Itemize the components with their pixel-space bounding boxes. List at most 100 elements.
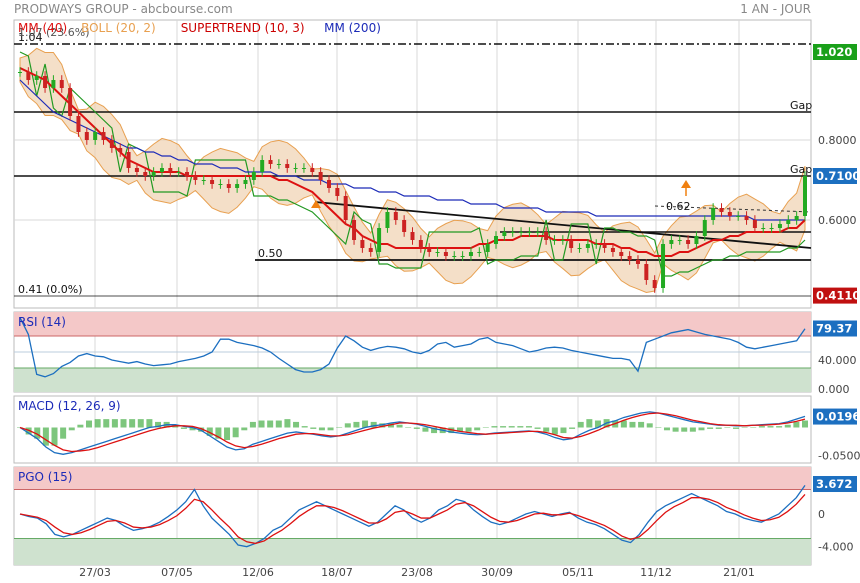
supertrend-line — [19, 51, 806, 277]
candle-body — [368, 248, 373, 252]
macd-histogram-bar — [586, 419, 593, 428]
candle-body — [443, 252, 448, 256]
chart-period[interactable]: 1 AN - JOUR — [740, 2, 811, 16]
candle-body — [377, 228, 382, 252]
candle-body — [101, 132, 106, 140]
candle-body — [43, 76, 48, 88]
candle-body — [627, 256, 632, 260]
candle-body — [134, 168, 139, 172]
candle-body — [803, 176, 807, 216]
candle-body — [193, 176, 198, 180]
rsi-overbought-zone — [14, 312, 811, 336]
macd-signal-line — [19, 412, 806, 453]
candle-body — [268, 160, 273, 164]
macd-histogram-bar — [767, 426, 774, 428]
x-tick-label: 18/07 — [321, 566, 353, 579]
x-tick-label: 05/11 — [562, 566, 594, 579]
macd-histogram-bar — [155, 421, 162, 428]
candle-body — [468, 252, 473, 256]
rsi-label: RSI (14) — [18, 315, 66, 329]
candle-body — [544, 232, 549, 240]
rsi-oversold-zone — [14, 368, 811, 392]
candle-body — [460, 256, 465, 257]
macd-histogram-bar — [793, 421, 800, 428]
candle-body — [777, 224, 782, 228]
macd-histogram-bar — [310, 427, 317, 429]
candle-body — [76, 116, 81, 132]
macd-histogram-bar — [370, 421, 377, 428]
candle-body — [26, 72, 31, 80]
macd-histogram-bar — [224, 427, 231, 441]
pgo-value: 3.672 — [816, 477, 852, 491]
mm200-line — [19, 79, 805, 221]
candle-body — [168, 168, 173, 172]
candle-body — [176, 172, 181, 173]
candle-body — [652, 280, 657, 288]
candle-body — [335, 188, 340, 196]
pgo-line — [19, 485, 806, 548]
macd-histogram-bar — [327, 427, 334, 431]
macd-histogram-bar — [353, 421, 360, 428]
candle-body — [293, 168, 298, 169]
candle-body — [109, 140, 114, 148]
x-tick-label: 07/05 — [161, 566, 193, 579]
x-tick-label: 21/01 — [723, 566, 755, 579]
macd-histogram-bar — [362, 420, 369, 428]
price-box — [813, 44, 857, 60]
macd-histogram-bar — [94, 419, 101, 428]
candle-body — [794, 216, 799, 220]
candle-body — [285, 164, 290, 168]
rsi-value-box — [813, 320, 857, 337]
macd-histogram-bar — [802, 420, 808, 428]
macd-histogram-bar — [129, 419, 136, 428]
macd-histogram-bar — [758, 426, 765, 428]
candle-body — [410, 232, 415, 240]
macd-value: 0.0196 — [816, 410, 860, 424]
macd-histogram-bar — [638, 421, 645, 428]
macd-histogram-bar — [275, 420, 282, 428]
macd-histogram-bar — [215, 427, 222, 439]
candle-body — [702, 220, 707, 236]
candle-body — [310, 168, 315, 172]
macd-histogram-bar — [646, 423, 653, 428]
macd-histogram-bar — [482, 427, 489, 428]
candle-body — [610, 248, 615, 252]
candle-body — [235, 184, 240, 188]
macd-histogram-bar — [379, 423, 386, 428]
macd-histogram-bar — [689, 427, 696, 432]
macd-histogram-bar — [500, 426, 507, 428]
candle-body — [218, 184, 223, 185]
y-tick-label: 0.000 — [818, 383, 850, 396]
level-label: Gap — [790, 163, 812, 176]
macd-label: MACD (12, 26, 9) — [18, 399, 121, 413]
x-tick-label: 27/03 — [79, 566, 111, 579]
candle-body — [510, 232, 515, 233]
pgo-overbought-zone — [14, 467, 811, 490]
candle-body — [143, 172, 148, 176]
macd-histogram-bar — [206, 427, 213, 436]
candle-body — [318, 172, 323, 180]
legend-entry: BOLL (20, 2) — [81, 21, 156, 35]
macd-histogram-bar — [465, 427, 472, 432]
macd-histogram-bar — [413, 427, 420, 429]
arrow-up-icon — [681, 180, 691, 188]
macd-histogram-bar — [663, 427, 670, 431]
macd-histogram-bar — [301, 426, 308, 428]
price-box-label: 1.020 — [816, 45, 852, 59]
macd-histogram-bar — [60, 427, 67, 439]
candle-body — [118, 148, 123, 152]
x-tick-label: 11/12 — [640, 566, 672, 579]
candle-body — [669, 240, 674, 244]
level-label: 0.50 — [258, 247, 283, 260]
legend-entry: MM (200) — [324, 21, 381, 35]
candle-body — [393, 212, 398, 220]
macd-histogram-bar — [698, 427, 705, 431]
macd-histogram-bar — [569, 427, 576, 429]
candle-body — [59, 80, 64, 88]
candle-body — [301, 168, 306, 169]
price-box — [813, 168, 857, 184]
candle-body — [661, 244, 666, 288]
candle-body — [619, 252, 624, 256]
candle-body — [352, 220, 357, 240]
candle-body — [761, 228, 766, 229]
